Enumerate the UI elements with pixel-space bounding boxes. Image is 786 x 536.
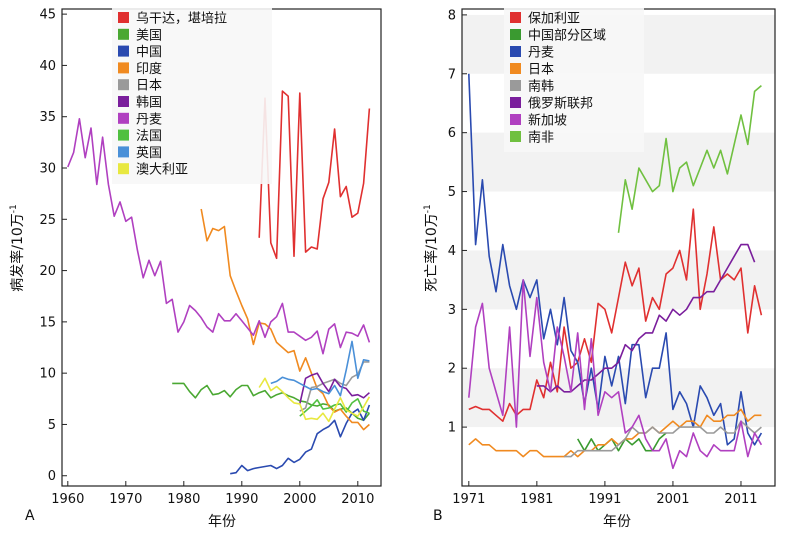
- x-tick-label: 2001: [656, 492, 689, 507]
- x-tick-label: 1970: [109, 492, 142, 507]
- legend-swatch: [118, 96, 129, 107]
- legend-swatch: [118, 12, 129, 23]
- series-line: [468, 408, 762, 458]
- legend-swatch: [118, 28, 129, 40]
- x-tick-label: 2010: [341, 492, 374, 507]
- legend-entry: 法国: [136, 129, 162, 144]
- series-line: [299, 372, 370, 405]
- legend-swatch: [510, 97, 521, 108]
- series-line: [617, 84, 762, 233]
- panel-a: 1960 1970 1980 1990 2000 2010 0 5 10 15 20 25 30 35 40…: [9, 8, 382, 530]
- legend-entry: 南韩: [528, 79, 554, 95]
- legend-entry: 丹麦: [528, 46, 554, 61]
- y-tick-label: 3: [448, 303, 456, 318]
- legend-swatch: [118, 163, 129, 175]
- panel-label: B: [433, 508, 443, 524]
- legend-entry: 丹麦: [136, 112, 162, 127]
- series-line: [230, 404, 371, 475]
- y-tick-label: 25: [39, 213, 56, 228]
- series-line: [468, 73, 763, 446]
- y-tick-label: 35: [39, 110, 56, 125]
- y-tick-label: 7: [448, 67, 456, 82]
- series-line: [299, 397, 370, 417]
- legend-swatch: [510, 29, 521, 40]
- x-tick-label: 2011: [724, 492, 757, 507]
- legend-entry: 澳大利亚: [136, 162, 188, 178]
- y-tick-label: 2: [448, 362, 456, 377]
- panel-b: 1971 1981 1991 2001 2011 1 2 3 4 5 6 7 8 年份 死亡率/10万-1 B…: [423, 8, 776, 530]
- y-tick-label: 15: [39, 315, 56, 330]
- y-tick-label: 30: [39, 162, 56, 177]
- y-tick-label: 45: [39, 8, 56, 23]
- legend-swatch: [118, 129, 129, 141]
- y-tick-label: 1: [448, 421, 456, 436]
- series-line: [67, 118, 371, 355]
- legend-background: [504, 8, 644, 152]
- legend-entry: 新加坡: [528, 113, 567, 129]
- legend-entry: 乌干达，堪培拉: [136, 11, 227, 27]
- legend-entry: 俄罗斯联邦: [528, 97, 593, 112]
- x-axis-label: 年份: [603, 514, 631, 530]
- legend-swatch: [510, 63, 521, 74]
- series-line: [536, 243, 756, 393]
- legend-entry: 日本: [136, 79, 162, 94]
- legend-background: [112, 8, 272, 184]
- legend-swatch: [118, 112, 129, 124]
- series-line: [258, 90, 371, 260]
- y-tick-label: 0: [48, 469, 56, 484]
- y-tick-label: 5: [448, 185, 456, 200]
- series-line: [200, 208, 370, 431]
- legend-swatch: [118, 62, 129, 74]
- legend-swatch: [510, 131, 521, 142]
- x-tick-label: 1990: [225, 492, 258, 507]
- legend-swatch: [510, 114, 521, 125]
- legend-entry: 韩国: [136, 96, 162, 111]
- legend-entry: 美国: [136, 28, 162, 43]
- legend-entry: 英国: [136, 146, 162, 161]
- x-tick-label: 1991: [588, 492, 621, 507]
- legend-entry: 中国: [136, 45, 162, 60]
- legend-entry: 保加利亚: [528, 12, 580, 27]
- x-tick-label: 2000: [283, 492, 316, 507]
- legend-swatch: [510, 12, 521, 23]
- y-tick-label: 6: [448, 126, 456, 141]
- legend-swatch: [118, 45, 129, 57]
- y-tick-label: 10: [39, 367, 56, 382]
- legend-swatch: [118, 146, 129, 158]
- panel-label: A: [25, 508, 35, 524]
- y-axis-label-superscript: -1: [423, 204, 433, 213]
- legend-entry: 印度: [136, 61, 162, 77]
- legend-entry: 南非: [528, 130, 554, 146]
- y-tick-label: 4: [448, 244, 456, 259]
- x-tick-label: 1981: [520, 492, 553, 507]
- y-axis-label-superscript: -1: [9, 204, 19, 213]
- x-tick-label: 1980: [167, 492, 200, 507]
- x-axis-label: 年份: [208, 514, 236, 530]
- y-tick-label: 5: [48, 418, 56, 433]
- legend-swatch: [510, 80, 521, 91]
- y-tick-label: 40: [39, 59, 56, 74]
- x-tick-label: 1971: [452, 492, 485, 507]
- legend-swatch: [118, 79, 129, 91]
- background-band: [462, 368, 775, 428]
- y-tick-label: 20: [39, 264, 56, 279]
- y-axis-label: 病发率/10万-1: [9, 204, 26, 292]
- legend-entry: 中国部分区域: [528, 29, 606, 44]
- series-line: [270, 340, 370, 397]
- series-line: [258, 377, 371, 423]
- series-line: [468, 279, 763, 470]
- series-line: [564, 420, 762, 458]
- x-tick-label: 1960: [51, 492, 84, 507]
- y-tick-label: 8: [448, 8, 456, 23]
- legend-swatch: [510, 46, 521, 57]
- series-line: [577, 432, 667, 452]
- legend-entry: 日本: [528, 63, 554, 78]
- y-axis-label: 死亡率/10万-1: [423, 204, 440, 292]
